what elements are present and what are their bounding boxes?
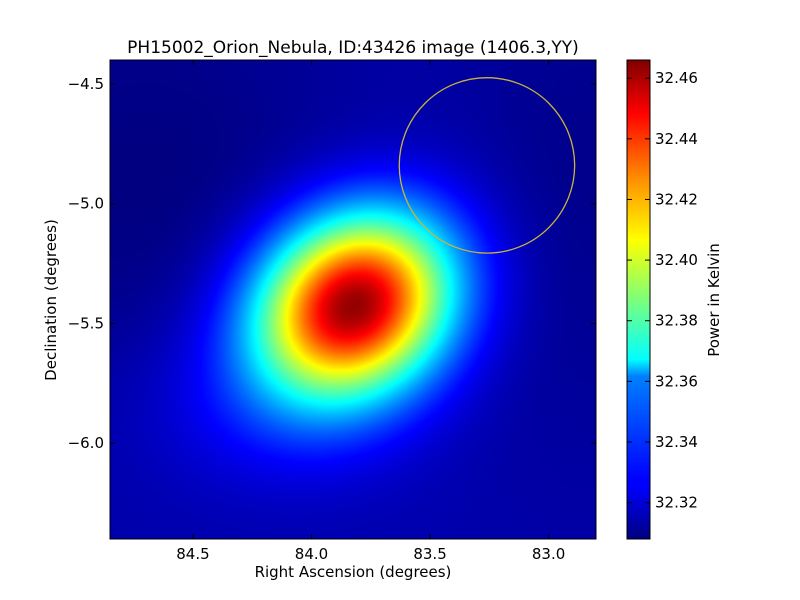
colorbar-ticks: 32.32 32.34 32.36 32.38 32.40 32.42 32.44 32.46 <box>627 69 698 512</box>
chart-title: PH15002_Orion_Nebula, ID:43426 image (14… <box>127 38 579 58</box>
x-axis-ticks: 84.5 84.0 83.5 83.0 <box>176 60 565 563</box>
colorbar-gradient <box>626 59 651 540</box>
plot-frame <box>109 59 597 540</box>
x-tick-label: 84.0 <box>295 545 328 563</box>
colorbar: 32.32 32.34 32.36 32.38 32.40 32.42 32.44 32.46… <box>626 59 723 540</box>
heatmap-area <box>110 60 596 539</box>
colorbar-label: Power in Kelvin <box>705 243 723 357</box>
x-tick-label: 84.5 <box>176 545 209 563</box>
heatmap-image <box>110 60 596 539</box>
colorbar-tick-label: 32.42 <box>655 190 698 208</box>
colorbar-tick-label: 32.34 <box>655 433 698 451</box>
colorbar-tick-label: 32.40 <box>655 251 698 269</box>
y-tick-label: −6.0 <box>68 434 104 452</box>
x-tick-label: 83.5 <box>413 545 446 563</box>
colorbar-tick-label: 32.32 <box>655 494 698 512</box>
x-axis-label: Right Ascension (degrees) <box>255 563 452 581</box>
colorbar-tick-label: 32.46 <box>655 69 698 87</box>
colorbar-tick-label: 32.36 <box>655 372 698 390</box>
region-circle <box>398 77 576 254</box>
y-axis-ticks: −4.5 −5.0 −5.5 −6.0 <box>68 75 596 452</box>
y-tick-label: −5.0 <box>68 195 104 213</box>
x-tick-label: 83.0 <box>532 545 565 563</box>
y-axis-label: Declination (degrees) <box>42 219 60 381</box>
y-tick-label: −4.5 <box>68 75 104 93</box>
colorbar-tick-label: 32.44 <box>655 130 698 148</box>
y-tick-label: −5.5 <box>68 314 104 332</box>
colorbar-tick-label: 32.38 <box>655 312 698 330</box>
